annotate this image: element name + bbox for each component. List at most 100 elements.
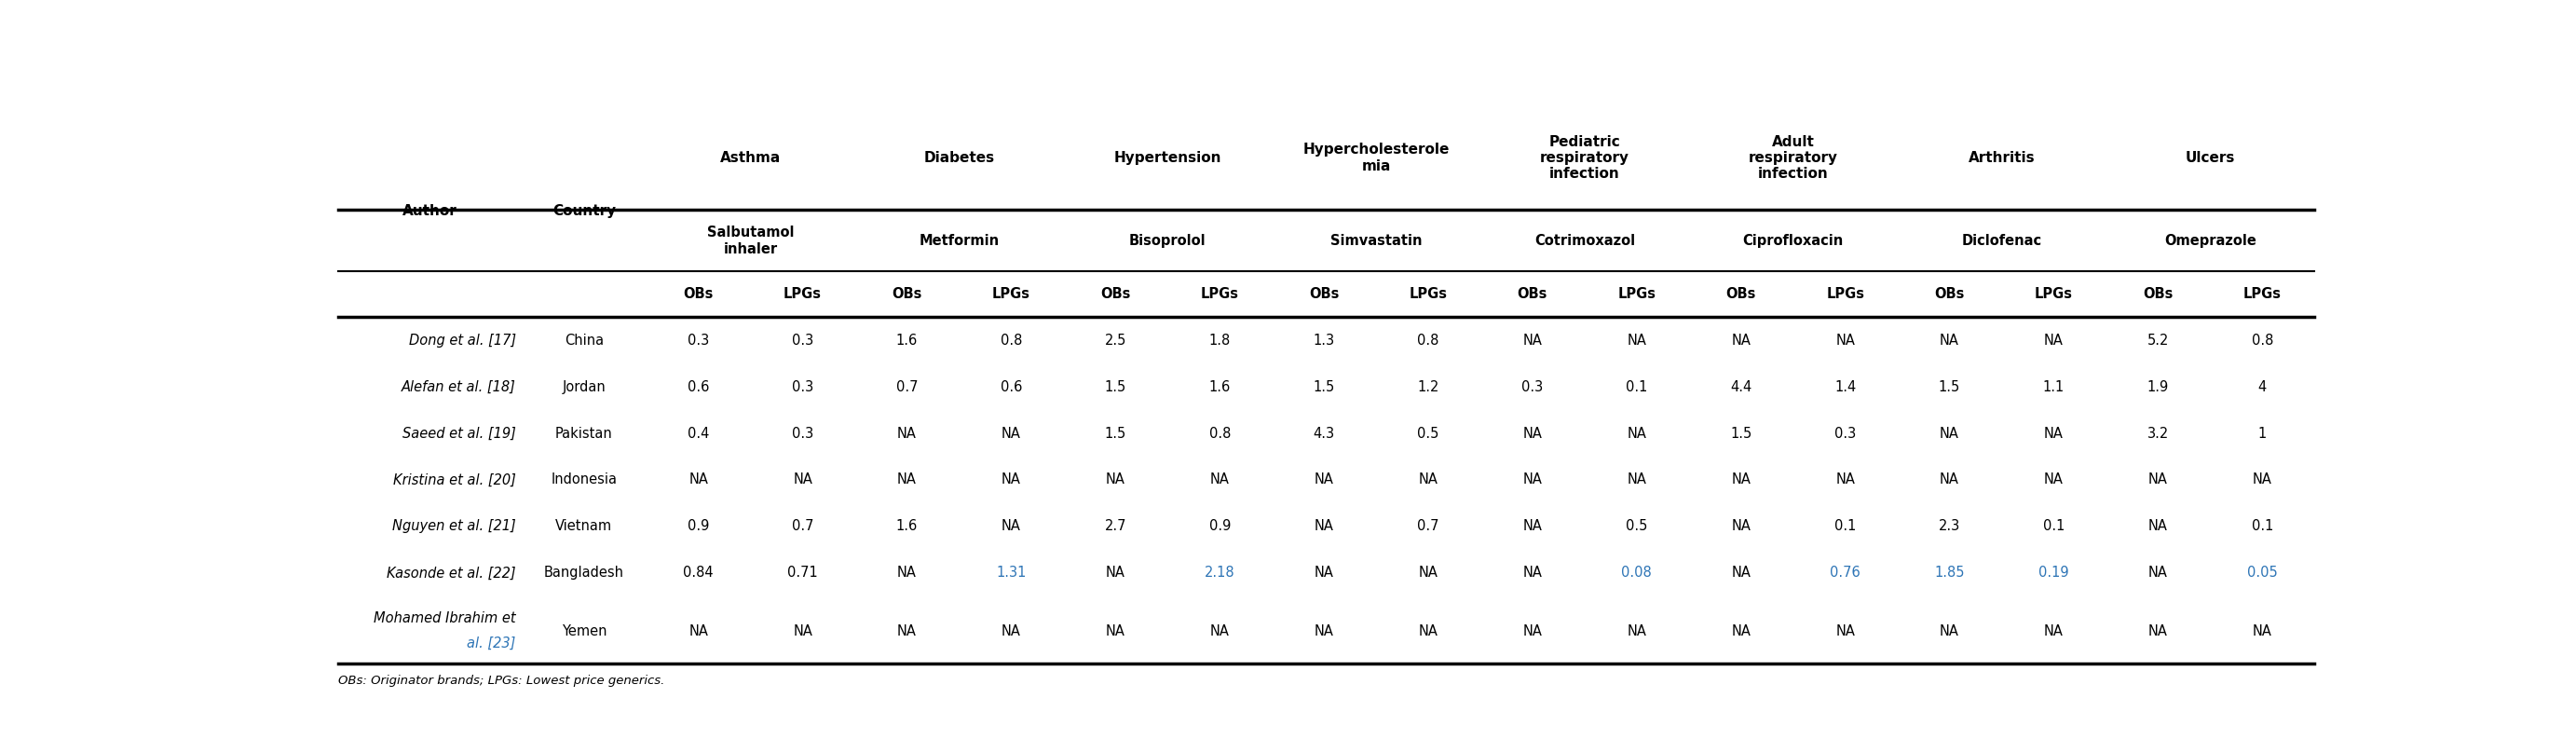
Text: Salbutamol
inhaler: Salbutamol inhaler [706,225,793,256]
Text: 1.2: 1.2 [1417,380,1440,394]
Text: NA: NA [1211,624,1229,638]
Text: NA: NA [2043,333,2063,347]
Text: 0.7: 0.7 [896,380,917,394]
Text: LPGs: LPGs [992,287,1030,302]
Text: 5.2: 5.2 [2148,333,2169,347]
Text: 0.1: 0.1 [1834,520,1857,534]
Text: Hypertension: Hypertension [1113,151,1221,165]
Text: NA: NA [1940,624,1960,638]
Text: Hypercholesterole
mia: Hypercholesterole mia [1303,143,1450,173]
Text: 0.19: 0.19 [2038,566,2069,580]
Text: Dong et al. [17]: Dong et al. [17] [410,333,515,347]
Text: 0.3: 0.3 [791,333,814,347]
Text: NA: NA [1522,333,1543,347]
Text: NA: NA [1522,473,1543,487]
Text: 4.3: 4.3 [1314,426,1334,440]
Text: NA: NA [1628,333,1646,347]
Text: 1.9: 1.9 [2148,380,2169,394]
Text: NA: NA [1522,520,1543,534]
Text: NA: NA [1731,473,1752,487]
Text: 1.5: 1.5 [1105,380,1126,394]
Text: NA: NA [1105,566,1126,580]
Text: 0.3: 0.3 [1834,426,1857,440]
Text: NA: NA [2043,624,2063,638]
Text: LPGs: LPGs [1826,287,1865,302]
Text: 4.4: 4.4 [1731,380,1752,394]
Text: LPGs: LPGs [2244,287,2282,302]
Text: NA: NA [2043,473,2063,487]
Text: NA: NA [1522,426,1543,440]
Text: NA: NA [896,473,917,487]
Text: NA: NA [1731,624,1752,638]
Text: 0.1: 0.1 [2043,520,2063,534]
Text: 0.71: 0.71 [788,566,819,580]
Text: 0.9: 0.9 [688,520,708,534]
Text: 0.8: 0.8 [1417,333,1440,347]
Text: NA: NA [1314,473,1334,487]
Text: NA: NA [1105,624,1126,638]
Text: NA: NA [2148,473,2169,487]
Text: 1.85: 1.85 [1935,566,1965,580]
Text: NA: NA [2148,624,2169,638]
Text: NA: NA [1002,520,1020,534]
Text: 0.84: 0.84 [683,566,714,580]
Text: NA: NA [1731,566,1752,580]
Text: NA: NA [1837,333,1855,347]
Text: NA: NA [2148,566,2169,580]
Text: 1.8: 1.8 [1208,333,1231,347]
Text: Mohamed Ibrahim et: Mohamed Ibrahim et [374,611,515,625]
Text: Jordan: Jordan [562,380,605,394]
Text: OBs: OBs [1100,287,1131,302]
Text: 1.3: 1.3 [1314,333,1334,347]
Text: LPGs: LPGs [783,287,822,302]
Text: OBs: OBs [1726,287,1757,302]
Text: 2.3: 2.3 [1940,520,1960,534]
Text: OBs: OBs [1517,287,1548,302]
Text: 0.1: 0.1 [1625,380,1649,394]
Text: Pakistan: Pakistan [556,426,613,440]
Text: OBs: Originator brands; LPGs: Lowest price generics.: OBs: Originator brands; LPGs: Lowest pri… [337,674,665,687]
Text: 0.08: 0.08 [1620,566,1651,580]
Text: NA: NA [1002,473,1020,487]
Text: NA: NA [793,473,811,487]
Text: 1.5: 1.5 [1940,380,1960,394]
Text: OBs: OBs [891,287,922,302]
Text: Simvastatin: Simvastatin [1329,234,1422,248]
Text: 0.6: 0.6 [999,380,1023,394]
Text: OBs: OBs [2143,287,2174,302]
Text: 1: 1 [2259,426,2267,440]
Text: LPGs: LPGs [1409,287,1448,302]
Text: NA: NA [1522,624,1543,638]
Text: 2.18: 2.18 [1206,566,1234,580]
Text: Adult
respiratory
infection: Adult respiratory infection [1749,134,1837,181]
Text: NA: NA [896,624,917,638]
Text: 3.2: 3.2 [2148,426,2169,440]
Text: NA: NA [2251,624,2272,638]
Text: 0.3: 0.3 [1522,380,1543,394]
Text: 0.1: 0.1 [2251,520,2272,534]
Text: NA: NA [1731,520,1752,534]
Text: Ulcers: Ulcers [2184,151,2236,165]
Text: NA: NA [2148,520,2169,534]
Text: NA: NA [1628,426,1646,440]
Text: 0.7: 0.7 [791,520,814,534]
Text: Diabetes: Diabetes [925,151,994,165]
Text: NA: NA [1314,520,1334,534]
Text: 4: 4 [2259,380,2267,394]
Text: NA: NA [688,473,708,487]
Text: NA: NA [1940,473,1960,487]
Text: 0.4: 0.4 [688,426,708,440]
Text: Asthma: Asthma [721,151,781,165]
Text: Diclofenac: Diclofenac [1960,234,2043,248]
Text: NA: NA [1002,426,1020,440]
Text: Kristina et al. [20]: Kristina et al. [20] [394,473,515,487]
Text: LPGs: LPGs [1200,287,1239,302]
Text: Nguyen et al. [21]: Nguyen et al. [21] [392,520,515,534]
Text: Pediatric
respiratory
infection: Pediatric respiratory infection [1540,134,1631,181]
Text: NA: NA [2251,473,2272,487]
Text: 1.6: 1.6 [896,520,917,534]
Text: Country: Country [551,205,616,219]
Text: OBs: OBs [1935,287,1965,302]
Text: NA: NA [1940,333,1960,347]
Text: China: China [564,333,603,347]
